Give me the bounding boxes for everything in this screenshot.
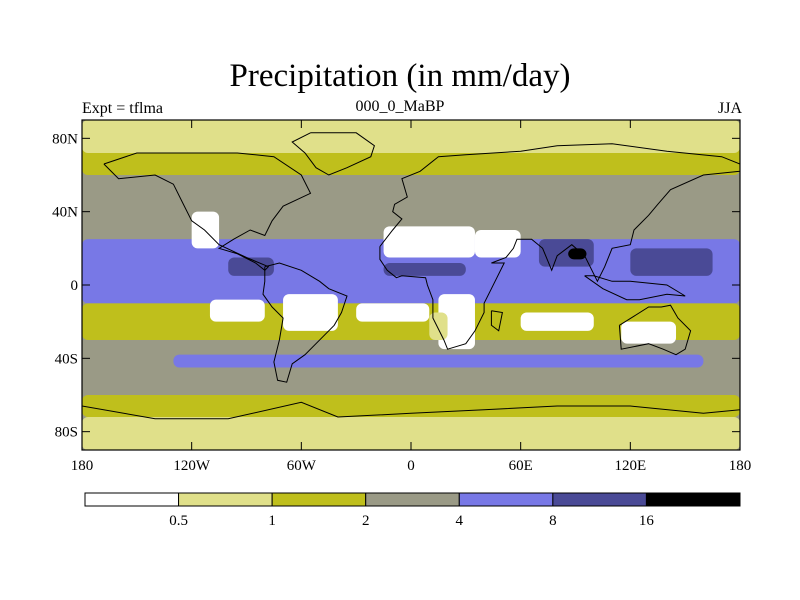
precip-region-sw-usa [191, 211, 220, 249]
precip-region-centam [228, 257, 274, 276]
precip-region-atl-south-dry [356, 303, 430, 322]
coastlines [82, 132, 740, 420]
colorbar-label: 0.5 [169, 513, 188, 529]
y-tick-label: 40N [52, 205, 78, 221]
precip-region-s-africa-dry [438, 294, 475, 350]
precip-region-pac-east-dry [209, 299, 265, 322]
coastline-indonesia [584, 275, 686, 301]
precip-region-antarctic [82, 417, 740, 450]
x-tick-label: 60E [509, 458, 533, 474]
colorbar-box [645, 492, 741, 507]
colorbar-box [178, 492, 273, 507]
x-tick-label: 180 [71, 458, 94, 474]
x-tick-label: 120E [614, 458, 646, 474]
y-tick-label: 40S [55, 351, 78, 367]
map-field [82, 120, 740, 450]
x-tick-label: 120W [173, 458, 211, 474]
colorbar-label: 2 [362, 513, 370, 529]
coastline-greenland [291, 132, 375, 176]
colorbar-label: 8 [549, 513, 557, 529]
coastline-south-america [262, 262, 348, 383]
colorbar-box [365, 492, 460, 507]
precip-region-monsoon-ind [538, 239, 594, 267]
coastline-antarctica [82, 401, 740, 420]
precip-region-storm-track-s [173, 354, 704, 368]
coastline-africa-eurasia [379, 143, 740, 350]
precip-region-sahara [383, 226, 475, 258]
colorbar-label: 1 [268, 513, 276, 529]
colorbar-label: 4 [456, 513, 464, 529]
colorbar-box [271, 492, 367, 507]
coastline-north-america [103, 152, 312, 271]
precip-region-arabia [474, 230, 521, 258]
period-label: 000_0_MaBP [355, 98, 445, 115]
y-tick-label: 0 [71, 278, 79, 294]
precip-region-bay-max [568, 248, 587, 260]
coastline-australia [618, 304, 692, 356]
plot-title: Precipitation (in mm/day) [229, 58, 571, 94]
coastline-madagascar [490, 310, 503, 332]
colorbar-box [84, 492, 180, 507]
precip-region-s-high [82, 395, 740, 417]
y-tick-label: 80N [52, 131, 78, 147]
colorbar-box [458, 492, 554, 507]
precip-region-sahel [383, 263, 466, 276]
precip-region-australia [621, 321, 677, 344]
x-tick-label: 60W [287, 458, 317, 474]
colorbar: 0.5 1 2 4 8 16 [84, 492, 741, 529]
season-label: JJA [717, 100, 742, 117]
experiment-label: Expt = tflma [82, 100, 164, 117]
precip-region-n-midlat [82, 175, 740, 230]
map-axes: 80N 40N 0 40S 80S 180 120W 60W 0 60E 120E 180 [52, 120, 751, 474]
colorbar-box [552, 492, 647, 507]
precip-region-brazil-dry [283, 294, 338, 331]
precip-region-ind-south-dry [520, 312, 594, 331]
colorbar-label: 16 [639, 513, 655, 529]
x-tick-label: 0 [407, 458, 415, 474]
precip-region-namib [429, 312, 448, 340]
precip-region-wpac [630, 248, 713, 276]
y-tick-label: 80S [55, 425, 78, 441]
x-tick-label: 180 [729, 458, 752, 474]
